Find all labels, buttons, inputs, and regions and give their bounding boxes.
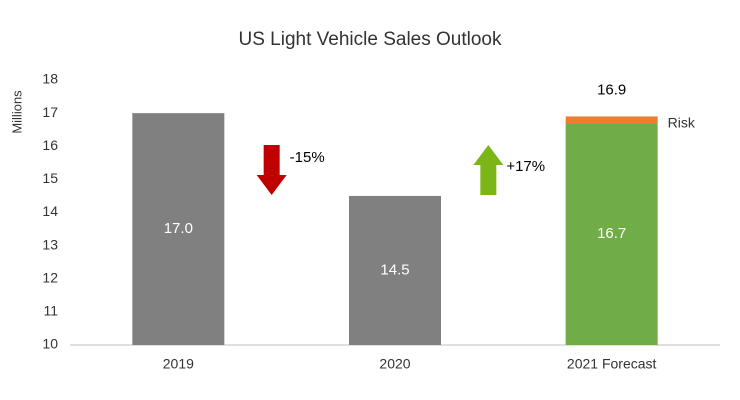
chart-title: US Light Vehicle Sales Outlook [239, 29, 502, 50]
bar-segment [565, 116, 658, 124]
y-tick-label: 16 [42, 137, 58, 153]
y-tick-label: 10 [42, 336, 58, 352]
total-label: 16.9 [597, 81, 626, 98]
x-tick-label: 2019 [163, 356, 194, 372]
change-arrow [256, 145, 287, 195]
y-tick-label: 18 [42, 71, 58, 87]
x-tick-label: 2021 Forecast [567, 356, 657, 372]
y-tick-label: 14 [42, 203, 58, 219]
value-label: 14.5 [380, 261, 409, 278]
y-tick-label: 12 [42, 269, 58, 285]
y-tick-label: 11 [43, 303, 58, 319]
y-tick-label: 13 [42, 236, 58, 252]
change-label: -15% [290, 149, 325, 166]
bar-segment [565, 123, 658, 345]
bar-segment [349, 195, 441, 345]
y-tick-label: 17 [42, 104, 58, 120]
series-label: Risk [668, 114, 696, 130]
change-arrow [473, 145, 504, 195]
value-label: 16.7 [597, 225, 626, 242]
y-tick-label: 15 [42, 170, 58, 186]
y-axis-label: Millions [9, 90, 24, 134]
x-tick-label: 2020 [379, 356, 410, 372]
bar-segment [132, 113, 225, 345]
change-label: +17% [506, 158, 545, 175]
value-label: 17.0 [164, 220, 193, 237]
